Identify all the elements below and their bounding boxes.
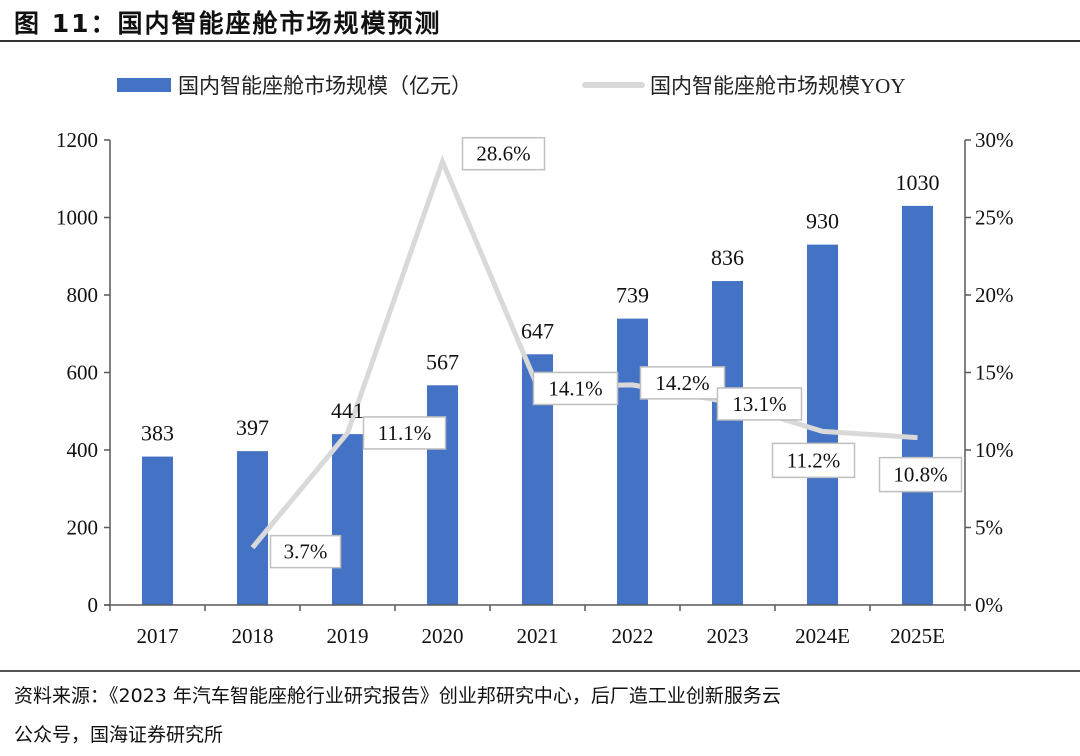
bar-value-label: 836: [711, 245, 744, 270]
right-axis-tick-label: 0%: [975, 593, 1003, 617]
bar-2017: [142, 456, 173, 605]
left-axis-tick-label: 1000: [56, 206, 98, 230]
left-axis-tick-label: 200: [67, 516, 99, 540]
right-axis-tick-label: 15%: [975, 361, 1014, 385]
yoy-value-label: 10.8%: [893, 463, 947, 487]
bar-value-label: 397: [236, 415, 269, 440]
right-axis-tick-label: 10%: [975, 438, 1014, 462]
yoy-callout-box: [461, 136, 546, 171]
source-note-line1: 资料来源：《2023 年汽车智能座舱行业研究报告》创业邦研究中心，后厂造工业创新…: [14, 685, 781, 707]
bar-2019: [332, 434, 363, 605]
left-axis-tick-label: 0: [88, 593, 99, 617]
x-axis-tick-label: 2022: [612, 624, 654, 648]
yoy-callout-box: [362, 416, 447, 450]
bar-2024E: [807, 244, 838, 605]
bar-value-label: 930: [806, 209, 839, 234]
bar-value-label: 567: [426, 349, 459, 374]
x-axis-tick-label: 2025E: [890, 624, 945, 648]
bar-value-label: 647: [521, 318, 554, 343]
yoy-value-label: 14.1%: [548, 376, 602, 400]
figure-title: 图 11：国内智能座舱市场规模预测: [14, 9, 442, 38]
bar-2023: [712, 281, 743, 605]
x-axis-tick-label: 2020: [422, 624, 464, 648]
yoy-callout-box: [771, 442, 856, 479]
left-axis-tick-label: 1200: [56, 128, 98, 152]
yoy-value-label: 11.2%: [787, 448, 840, 472]
axes: 0 200 400 600 800 1000 1200 0% 5% 10% 15% 20% 25% 30%…: [56, 128, 1014, 648]
right-axis-tick-label: 5%: [975, 516, 1003, 540]
left-axis-tick-label: 600: [67, 361, 99, 385]
x-axis-tick-label: 2017: [137, 624, 179, 648]
bar-value-label: 383: [141, 421, 174, 446]
title-divider: [0, 40, 1080, 42]
legend-bar-swatch: [117, 78, 171, 92]
yoy-callout-box: [716, 387, 803, 421]
right-axis-tick-label: 30%: [975, 128, 1014, 152]
bar-2022: [617, 318, 648, 605]
bar-value-label: 739: [616, 283, 649, 308]
x-axis-tick-label: 2024E: [795, 624, 850, 648]
source-divider: [0, 670, 1080, 672]
yoy-value-label: 13.1%: [732, 392, 786, 416]
left-axis-tick-label: 400: [67, 438, 99, 462]
yoy-callout-box: [532, 371, 619, 406]
yoy-callout-box: [269, 534, 342, 569]
chart: 国内智能座舱市场规模（亿元） 国内智能座舱市场规模YOY 0 200 400 600 80…: [56, 74, 1014, 648]
right-axis-tick-label: 20%: [975, 283, 1014, 307]
bar-2018: [237, 451, 268, 605]
source-note-line2: 公众号，国海证券研究所: [14, 724, 224, 746]
yoy-callout-box: [639, 366, 726, 400]
x-axis-tick-label: 2019: [327, 624, 369, 648]
bar-value-label: 1030: [896, 170, 940, 195]
x-axis-tick-label: 2018: [232, 624, 274, 648]
x-axis-tick-label: 2023: [707, 624, 749, 648]
bar-series: [142, 205, 933, 605]
x-axis-tick-label: 2021: [517, 624, 559, 648]
legend: 国内智能座舱市场规模（亿元） 国内智能座舱市场规模YOY: [117, 74, 906, 98]
data-labels: 383 397 441 567 647 739 836 930 1030 3.7% 11.1% 28.…: [141, 136, 963, 569]
yoy-value-label: 3.7%: [284, 540, 328, 564]
bar-value-label: 441: [331, 398, 364, 423]
left-axis-tick-label: 800: [67, 283, 99, 307]
yoy-value-label: 14.2%: [655, 371, 709, 395]
legend-line-label: 国内智能座舱市场规模YOY: [650, 74, 906, 98]
yoy-value-label: 28.6%: [476, 142, 530, 166]
legend-bar-label: 国内智能座舱市场规模（亿元）: [178, 74, 472, 98]
yoy-callout-box: [878, 456, 963, 493]
bar-2025E: [902, 205, 933, 605]
right-axis-tick-label: 25%: [975, 206, 1014, 230]
yoy-value-label: 11.1%: [378, 421, 431, 445]
